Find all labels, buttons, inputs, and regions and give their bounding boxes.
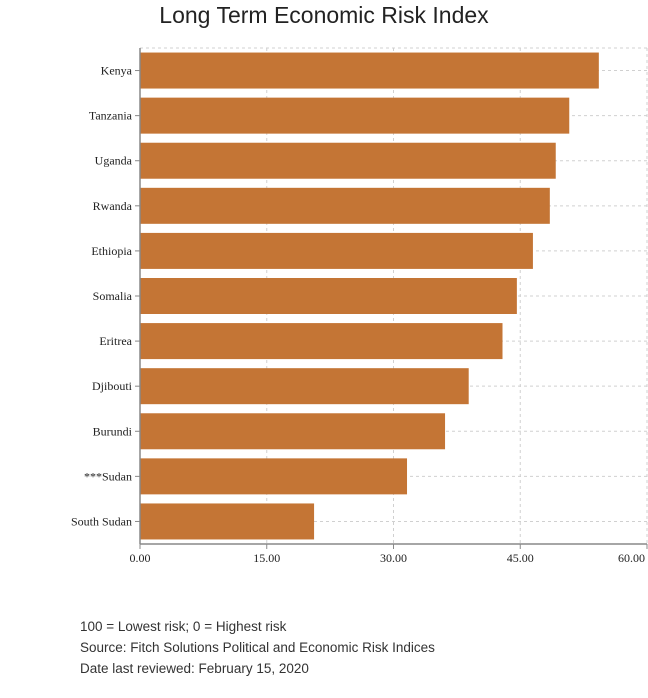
y-tick-label: Eritrea — [99, 334, 132, 348]
risk-scale-note: 100 = Lowest risk; 0 = Highest risk — [80, 619, 287, 634]
y-tick-label: Rwanda — [93, 199, 133, 213]
y-tick-label: Tanzania — [89, 109, 133, 123]
bar-djibouti — [140, 368, 469, 405]
x-tick-label: 15.00 — [253, 551, 280, 565]
y-tick-label: Somalia — [93, 289, 133, 303]
bar-rwanda — [140, 187, 550, 224]
x-tick-label: 30.00 — [380, 551, 407, 565]
y-tick-label: Burundi — [93, 424, 133, 438]
chart-notes: 100 = Lowest risk; 0 = Highest risk Sour… — [80, 616, 435, 679]
x-tick-label: 60.00 — [618, 551, 645, 565]
chart-title-text: Long Term Economic Risk Index — [159, 2, 489, 28]
y-tick-label: South Sudan — [71, 514, 132, 528]
bar-eritrea — [140, 323, 503, 360]
y-tick-label: Ethiopia — [91, 244, 132, 258]
x-tick-label: 45.00 — [507, 551, 534, 565]
chart-title: Long Term Economic Risk Index — [0, 0, 648, 32]
bar-southsudan — [140, 503, 315, 540]
bar-kenya — [140, 52, 599, 89]
y-tick-label: Kenya — [101, 64, 133, 78]
bar-sudan — [140, 458, 408, 495]
x-tick-label: 0.00 — [130, 551, 151, 565]
source-note: Source: Fitch Solutions Political and Ec… — [80, 640, 435, 655]
bar-chart: Kenya Tanzania Uganda Rwanda Ethiopia Somalia… — [71, 47, 648, 565]
y-tick-label: Djibouti — [92, 379, 133, 393]
date-reviewed-note: Date last reviewed: February 15, 2020 — [80, 661, 309, 676]
bar-burundi — [140, 413, 446, 450]
bar-ethiopia — [140, 232, 533, 269]
bar-uganda — [140, 142, 556, 179]
bar-tanzania — [140, 97, 570, 134]
y-tick-label: Uganda — [95, 154, 133, 168]
bar-somalia — [140, 278, 517, 314]
y-tick-label: ***Sudan — [84, 469, 132, 483]
